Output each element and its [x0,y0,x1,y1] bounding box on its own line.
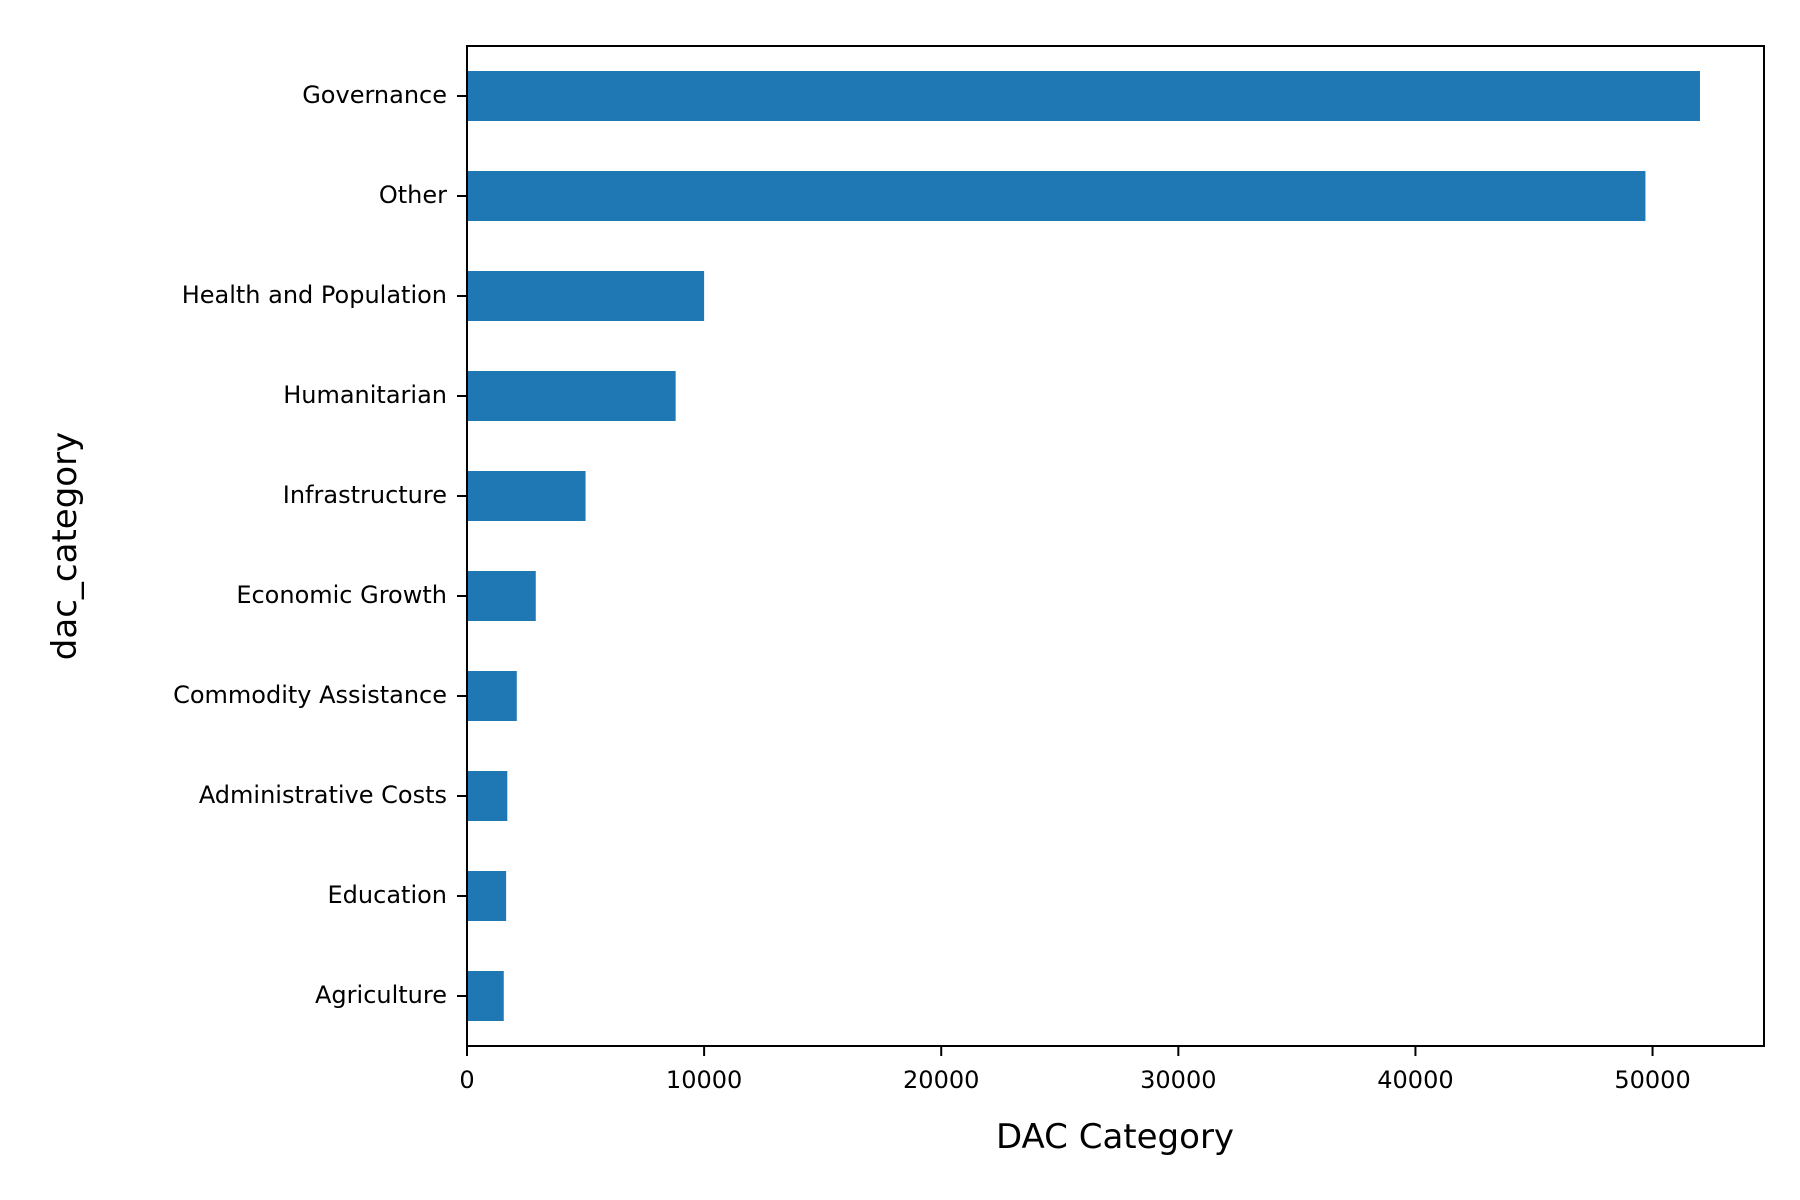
bar-health-and-population [467,271,705,321]
y-axis-label: dac_category [45,432,85,660]
y-tick-label: Infrastructure [283,481,447,509]
x-tick-label: 40000 [1377,1066,1453,1094]
y-tick-label: Governance [302,81,447,109]
bars-group [467,71,1700,1021]
plot-frame [466,45,1765,1047]
x-tick-label: 50000 [1614,1066,1690,1094]
bar-education [467,871,507,921]
bar-other [467,171,1646,221]
x-tick-label: 0 [459,1066,474,1094]
y-tick-label: Economic Growth [236,581,447,609]
bar-humanitarian [467,371,676,421]
x-axis: 0 10000 20000 30000 40000 50000 [459,1046,1691,1094]
bar-administrative-costs [467,771,508,821]
y-tick-label: Administrative Costs [199,781,447,809]
x-tick-label: 10000 [666,1066,742,1094]
bar-governance [467,71,1700,121]
bar-commodity-assistance [467,671,517,721]
bar-infrastructure [467,471,586,521]
bar-economic-growth [467,571,536,621]
x-tick-label: 20000 [903,1066,979,1094]
y-axis: Governance Other Health and Population Huma… [173,81,467,1009]
y-tick-label: Commodity Assistance [173,681,447,709]
y-tick-label: Health and Population [182,281,447,309]
x-tick-label: 30000 [1140,1066,1216,1094]
y-tick-label: Humanitarian [283,381,447,409]
x-axis-label: DAC Category [996,1117,1234,1157]
y-tick-label: Education [328,881,447,909]
bar-agriculture [467,971,504,1021]
y-tick-label: Agriculture [315,981,447,1009]
y-tick-label: Other [379,181,447,209]
